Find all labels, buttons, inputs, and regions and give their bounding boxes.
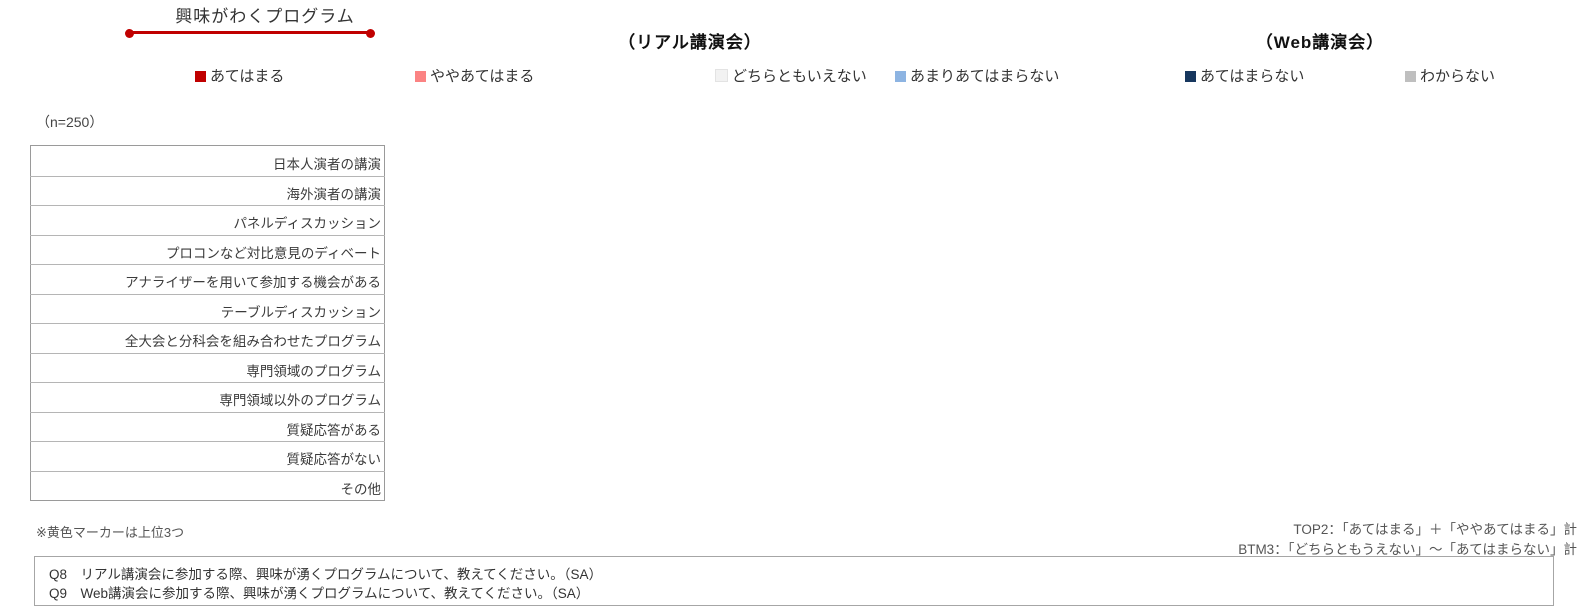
row-label-5: テーブルディスカッション [220, 304, 381, 320]
legend-swatch-icon [715, 69, 728, 82]
legend-item-5: わからない [1405, 65, 1495, 86]
legend-label: ややあてはまる [430, 68, 535, 85]
legend-label: あてはまらない [1200, 68, 1305, 85]
row-separator-3 [30, 234, 385, 236]
legend-item-3: あまりあてはまらない [895, 65, 1059, 86]
question-q8: Q8 リアル講演会に参加する際、興味が湧くプログラムについて、教えてください。（… [49, 567, 603, 582]
row-separator-5 [30, 293, 385, 295]
row-label-6: 全大会と分科会を組み合わせたプログラム [124, 334, 381, 349]
row-label-4: アナライザーを用いて参加する機会がある [125, 275, 381, 290]
row-label-9: 質疑応答がある [286, 422, 382, 438]
row-separator-11 [30, 470, 385, 472]
btm3-definition-note: BTM3：「どちらともうえない」～「あてはまらない」計 [1238, 542, 1577, 557]
left-chart-title: （リアル講演会） [618, 33, 762, 52]
row-separator-1 [30, 175, 385, 177]
legend-item-4: あてはまらない [1185, 65, 1304, 86]
row-label-8: 専門領域以外のプログラム [219, 393, 381, 408]
row-label-7: 専門領域のプログラム [246, 363, 381, 379]
legend-label: あまりあてはまらない [910, 68, 1060, 85]
question-box: Q8 リアル講演会に参加する際、興味が湧くプログラムについて、教えてください。（… [34, 556, 1554, 606]
row-label-0: 日本人演者の講演 [273, 157, 381, 172]
row-label-10: 質疑応答がない [286, 452, 382, 467]
row-label-2: パネルディスカッション [233, 216, 381, 231]
legend-swatch-icon [415, 71, 426, 82]
title-underline-rule [125, 29, 375, 38]
legend-item-1: ややあてはまる [415, 65, 534, 86]
legend-label: あてはまる [210, 68, 285, 85]
legend-item-0: あてはまる [195, 65, 284, 86]
row-separator-2 [30, 205, 385, 206]
row-separator-10 [30, 441, 385, 442]
right-chart-title: （Web講演会） [1255, 33, 1385, 52]
marker-note: ※黄色マーカーは上位3つ [36, 525, 185, 540]
row-separator-4 [30, 264, 385, 265]
sample-size-label: （n=250） [36, 114, 104, 130]
rule-dot-left [125, 29, 134, 38]
legend-swatch-icon [895, 71, 906, 82]
top2-definition-note: TOP2：「あてはまる」＋「ややあてはまる」計 [1293, 522, 1577, 537]
legend-swatch-icon [1405, 71, 1416, 82]
row-label-3: プロコンなど対比意見のディベート [165, 245, 381, 261]
rule-line [131, 31, 369, 34]
row-separator-6 [30, 323, 385, 324]
row-separator-8 [30, 382, 385, 383]
row-label-11: その他 [340, 481, 382, 497]
legend-item-2: どちらともいえない [715, 65, 867, 86]
legend-swatch-icon [195, 71, 206, 82]
rule-dot-right [366, 29, 375, 38]
question-q9: Q9 Web講演会に参加する際、興味が湧くプログラムについて、教えてください。（… [49, 586, 590, 601]
row-separator-9 [30, 411, 385, 413]
row-label-1: 海外演者の講演 [286, 186, 382, 202]
row-separator-7 [30, 352, 385, 354]
legend-swatch-icon [1185, 71, 1196, 82]
page-title: 興味がわくプログラム [175, 7, 355, 26]
legend-label: どちらともいえない [732, 68, 867, 85]
legend-label: わからない [1420, 68, 1496, 85]
legend: あてはまる ややあてはまる どちらともいえない あまりあてはまらない あてはまらない わか… [0, 63, 1587, 89]
